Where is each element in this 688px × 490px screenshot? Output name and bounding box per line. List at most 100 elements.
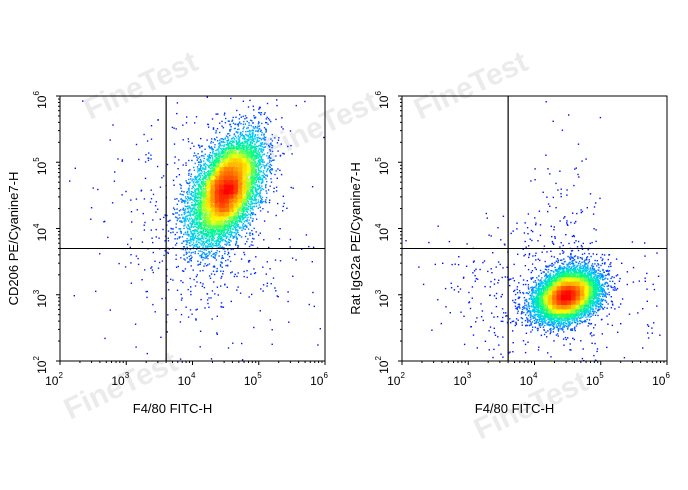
event-point	[198, 239, 200, 241]
event-point	[235, 220, 238, 222]
event-point	[221, 220, 223, 222]
event-point	[217, 227, 219, 229]
event-point	[215, 252, 217, 254]
event-point	[184, 205, 186, 207]
event-point	[244, 208, 247, 211]
event-point	[253, 183, 255, 185]
event-point	[205, 172, 207, 174]
event-point	[220, 219, 222, 221]
event-point	[183, 218, 186, 220]
event-point	[257, 160, 259, 162]
event-point	[243, 220, 246, 223]
event-point	[199, 164, 202, 166]
event-point	[210, 227, 212, 229]
event-point	[258, 140, 260, 142]
event-point	[261, 175, 263, 177]
event-point	[187, 211, 189, 214]
event-point	[203, 184, 205, 186]
event-point	[191, 313, 193, 315]
event-point	[189, 239, 192, 242]
event-point	[203, 202, 205, 204]
event-point	[187, 261, 189, 263]
event-point	[242, 151, 244, 153]
event-point	[250, 172, 253, 175]
event-point	[258, 122, 260, 124]
event-point	[259, 153, 261, 156]
event-point	[257, 154, 260, 156]
event-point	[250, 212, 253, 214]
event-point	[190, 238, 192, 240]
event-point	[189, 245, 192, 247]
event-point	[159, 186, 162, 188]
event-point	[186, 217, 188, 220]
event-point	[218, 167, 220, 169]
event-point	[239, 151, 241, 154]
event-point	[199, 242, 201, 244]
event-point	[188, 214, 190, 216]
event-point	[201, 226, 203, 229]
event-point	[213, 168, 215, 170]
event-point	[233, 144, 235, 147]
event-point	[252, 237, 254, 240]
event-point	[237, 145, 240, 148]
event-point	[159, 218, 161, 220]
event-point	[259, 161, 261, 164]
event-point	[253, 196, 256, 198]
event-point	[255, 200, 257, 202]
event-point	[209, 210, 211, 212]
event-point	[260, 171, 262, 173]
event-point	[278, 238, 281, 240]
event-point	[251, 145, 253, 147]
event-point	[221, 125, 223, 127]
event-point	[211, 235, 214, 237]
event-point	[271, 145, 274, 147]
event-point	[174, 156, 176, 158]
event-point	[214, 160, 217, 162]
event-point	[256, 190, 258, 192]
event-point	[251, 147, 253, 150]
event-point	[198, 170, 200, 172]
event-point	[161, 177, 163, 179]
event-point	[252, 147, 254, 149]
event-point	[191, 235, 193, 237]
event-point	[205, 212, 207, 214]
event-point	[124, 266, 127, 268]
event-point	[206, 234, 208, 236]
event-point	[210, 231, 213, 233]
event-point	[225, 241, 228, 243]
event-point	[204, 162, 207, 164]
event-point	[228, 217, 230, 219]
event-point	[203, 168, 206, 170]
event-point	[246, 181, 249, 183]
event-point	[218, 221, 220, 224]
event-point	[171, 228, 173, 230]
event-point	[200, 145, 202, 147]
event-point	[251, 199, 254, 201]
event-point	[260, 195, 262, 197]
event-point	[238, 203, 241, 205]
event-point	[241, 151, 244, 153]
event-point	[238, 156, 241, 159]
event-point	[200, 207, 202, 209]
event-point	[229, 260, 232, 263]
event-point	[202, 205, 204, 208]
event-point	[162, 228, 164, 231]
event-point	[242, 143, 245, 145]
event-point	[213, 169, 215, 171]
event-point	[214, 245, 217, 247]
event-point	[211, 155, 213, 157]
event-point	[209, 221, 211, 223]
event-point	[251, 185, 253, 188]
event-point	[256, 130, 258, 132]
event-point	[150, 229, 152, 231]
event-point	[269, 171, 271, 173]
event-point	[195, 275, 198, 278]
event-point	[214, 230, 217, 233]
event-point	[190, 217, 193, 219]
event-point	[198, 213, 201, 215]
event-point	[192, 235, 194, 237]
event-point	[266, 282, 269, 284]
event-point	[312, 291, 314, 294]
event-point	[154, 311, 156, 313]
event-point	[311, 186, 314, 188]
